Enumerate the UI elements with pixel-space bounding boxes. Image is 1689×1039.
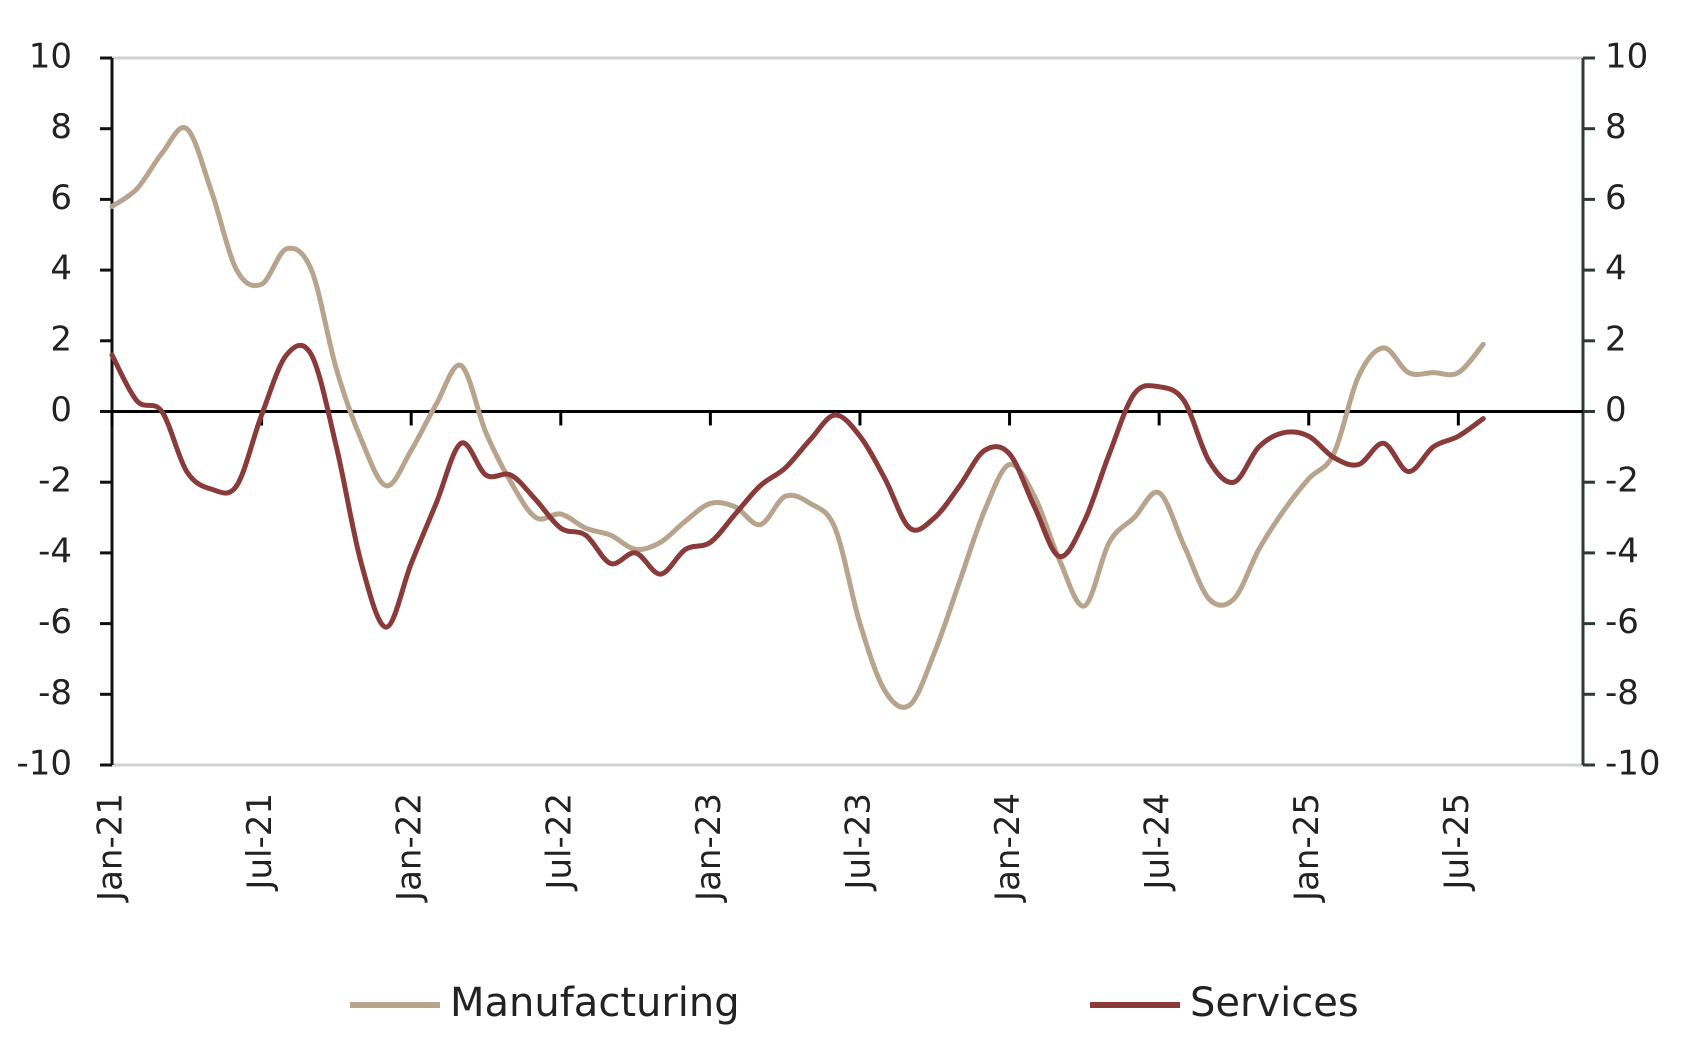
legend-label: Services [1190, 980, 1359, 1026]
series-line [109, 342, 1486, 630]
y-tick-label: 8 [50, 107, 72, 147]
y2-tick-label: -2 [1605, 461, 1639, 501]
x-tick-label: Jan-23 [689, 793, 729, 903]
x-tick-label: Jul-23 [838, 793, 878, 892]
y2-tick-label: 0 [1605, 390, 1627, 430]
series-line [109, 124, 1486, 710]
y-tick-label: -10 [16, 744, 72, 784]
x-tick-label: Jan-25 [1287, 793, 1327, 903]
x-tick-label: Jul-24 [1138, 793, 1178, 892]
legend-label: Manufacturing [450, 980, 740, 1026]
y-tick-label: -2 [38, 461, 72, 501]
y2-tick-label: -8 [1605, 673, 1639, 713]
y2-tick-label: 4 [1605, 249, 1627, 289]
x-tick-label: Jul-25 [1437, 793, 1477, 892]
y-tick-label: -6 [38, 602, 72, 642]
y-tick-label: 4 [50, 249, 72, 289]
y2-tick-label: -4 [1605, 531, 1639, 571]
y-tick-label: 6 [50, 178, 72, 218]
y2-tick-label: -6 [1605, 602, 1639, 642]
y-tick-label: 2 [50, 319, 72, 359]
y-tick-label: -8 [38, 673, 72, 713]
x-tick-label: Jul-22 [539, 793, 579, 892]
y-tick-label: 0 [50, 390, 72, 430]
y-tick-label: 10 [29, 37, 72, 77]
x-tick-label: Jan-22 [390, 793, 430, 903]
y-tick-label: -4 [38, 531, 72, 571]
x-tick-label: Jan-21 [91, 793, 131, 903]
y2-tick-label: -10 [1605, 744, 1661, 784]
y2-tick-label: 2 [1605, 319, 1627, 359]
y2-tick-label: 10 [1605, 37, 1648, 77]
y2-tick-label: 6 [1605, 178, 1627, 218]
x-tick-label: Jul-21 [240, 793, 280, 892]
x-tick-label: Jan-24 [988, 793, 1028, 903]
y2-tick-label: 8 [1605, 107, 1627, 147]
